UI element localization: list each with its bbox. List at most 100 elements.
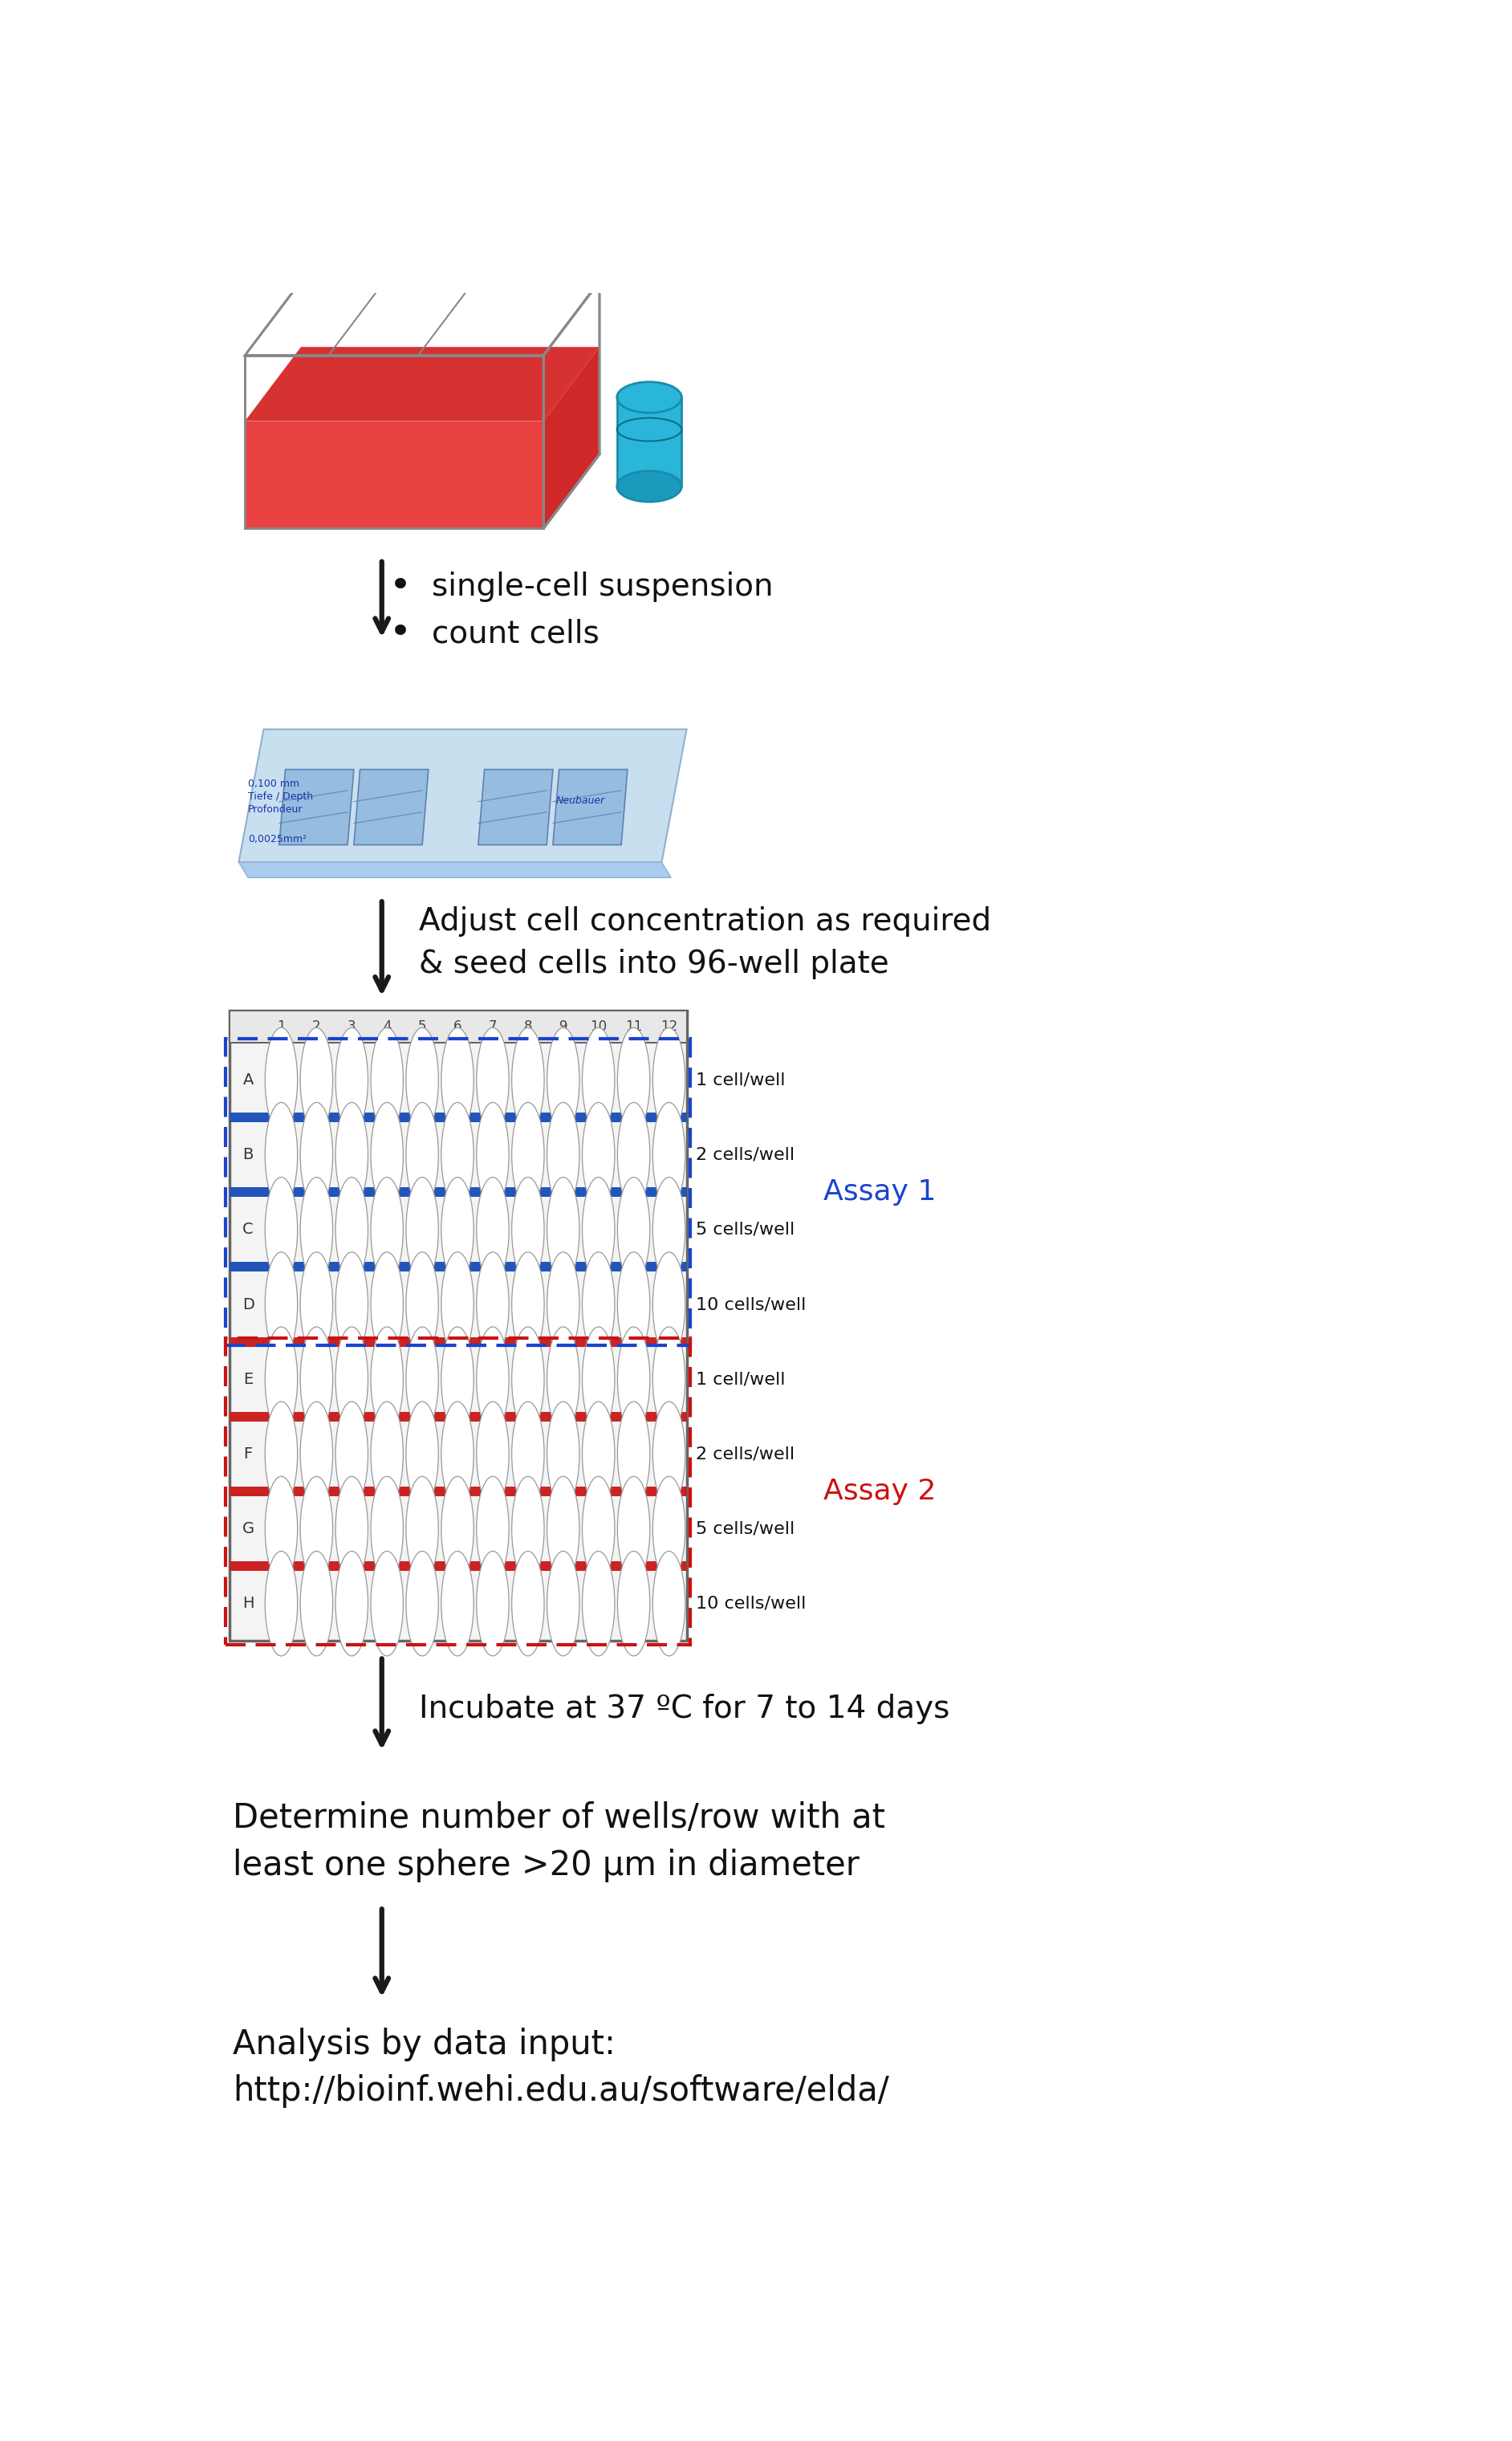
Ellipse shape <box>617 1028 650 1133</box>
Ellipse shape <box>265 1328 298 1430</box>
Ellipse shape <box>442 1401 473 1506</box>
Ellipse shape <box>336 1550 367 1655</box>
Ellipse shape <box>511 1028 544 1133</box>
Ellipse shape <box>476 1477 510 1582</box>
Ellipse shape <box>301 1550 333 1655</box>
Ellipse shape <box>617 471 682 503</box>
Text: Neubauer: Neubauer <box>556 796 605 806</box>
Ellipse shape <box>370 1550 404 1655</box>
Ellipse shape <box>511 1477 544 1582</box>
Text: 2: 2 <box>313 1020 321 1035</box>
Ellipse shape <box>336 1252 367 1357</box>
Text: 5: 5 <box>417 1020 426 1035</box>
Ellipse shape <box>370 1103 404 1208</box>
Polygon shape <box>617 398 682 486</box>
Ellipse shape <box>407 1252 438 1357</box>
Bar <box>230 1411 686 1421</box>
Text: Determine number of wells/row with at
least one sphere >20 μm in diameter: Determine number of wells/row with at le… <box>233 1801 885 1882</box>
Ellipse shape <box>442 1252 473 1357</box>
Ellipse shape <box>301 1103 333 1208</box>
Text: 10: 10 <box>590 1020 606 1035</box>
Ellipse shape <box>370 1477 404 1582</box>
Text: 12: 12 <box>661 1020 677 1035</box>
Ellipse shape <box>582 1328 615 1430</box>
Ellipse shape <box>511 1328 544 1430</box>
Text: 6: 6 <box>454 1020 461 1035</box>
Ellipse shape <box>336 1477 367 1582</box>
Polygon shape <box>280 769 354 845</box>
Ellipse shape <box>476 1028 510 1133</box>
Ellipse shape <box>370 1177 404 1282</box>
Text: C: C <box>242 1223 254 1238</box>
Ellipse shape <box>370 1328 404 1430</box>
Text: 3: 3 <box>348 1020 355 1035</box>
Ellipse shape <box>407 1103 438 1208</box>
Bar <box>230 1186 686 1196</box>
Ellipse shape <box>547 1550 579 1655</box>
Ellipse shape <box>301 1028 333 1133</box>
Polygon shape <box>239 862 671 879</box>
Bar <box>225 1338 691 1645</box>
Polygon shape <box>245 422 543 527</box>
Bar <box>230 1011 686 1640</box>
Bar <box>230 1338 686 1347</box>
Text: 10 cells/well: 10 cells/well <box>696 1596 806 1611</box>
Bar <box>230 1487 686 1496</box>
Text: E: E <box>243 1372 253 1386</box>
Ellipse shape <box>582 1550 615 1655</box>
Ellipse shape <box>547 1477 579 1582</box>
Ellipse shape <box>407 1177 438 1282</box>
Ellipse shape <box>617 1328 650 1430</box>
Text: 11: 11 <box>624 1020 643 1035</box>
Ellipse shape <box>370 1028 404 1133</box>
Text: B: B <box>243 1147 254 1162</box>
Ellipse shape <box>476 1252 510 1357</box>
Ellipse shape <box>442 1103 473 1208</box>
Ellipse shape <box>442 1550 473 1655</box>
Ellipse shape <box>547 1177 579 1282</box>
Text: 0,100 mm
Tiefe / Depth
Profondeur: 0,100 mm Tiefe / Depth Profondeur <box>248 779 313 815</box>
Ellipse shape <box>442 1477 473 1582</box>
Ellipse shape <box>407 1328 438 1430</box>
Text: Assay 2: Assay 2 <box>824 1477 936 1506</box>
Ellipse shape <box>547 1028 579 1133</box>
Bar <box>230 1113 686 1123</box>
Ellipse shape <box>407 1028 438 1133</box>
Ellipse shape <box>265 1252 298 1357</box>
Ellipse shape <box>336 1328 367 1430</box>
Ellipse shape <box>265 1401 298 1506</box>
Text: Analysis by data input:
http://bioinf.wehi.edu.au/software/elda/: Analysis by data input: http://bioinf.we… <box>233 2026 889 2109</box>
Ellipse shape <box>265 1103 298 1208</box>
Ellipse shape <box>617 1177 650 1282</box>
Ellipse shape <box>547 1328 579 1430</box>
Ellipse shape <box>653 1177 685 1282</box>
Ellipse shape <box>370 1401 404 1506</box>
Ellipse shape <box>476 1328 510 1430</box>
Bar <box>230 1011 686 1042</box>
Ellipse shape <box>547 1252 579 1357</box>
Ellipse shape <box>476 1401 510 1506</box>
Text: 7: 7 <box>488 1020 497 1035</box>
Ellipse shape <box>617 1103 650 1208</box>
Ellipse shape <box>265 1028 298 1133</box>
Text: 2 cells/well: 2 cells/well <box>696 1147 795 1162</box>
Text: single-cell suspension: single-cell suspension <box>431 571 773 603</box>
Ellipse shape <box>370 1252 404 1357</box>
Ellipse shape <box>336 1177 367 1282</box>
Text: 8: 8 <box>523 1020 532 1035</box>
Ellipse shape <box>617 1401 650 1506</box>
Ellipse shape <box>617 1252 650 1357</box>
Ellipse shape <box>301 1252 333 1357</box>
Ellipse shape <box>511 1177 544 1282</box>
Ellipse shape <box>476 1103 510 1208</box>
Ellipse shape <box>301 1401 333 1506</box>
Polygon shape <box>239 730 686 862</box>
Ellipse shape <box>265 1177 298 1282</box>
Ellipse shape <box>407 1477 438 1582</box>
Ellipse shape <box>336 1028 367 1133</box>
Ellipse shape <box>582 1177 615 1282</box>
Text: F: F <box>243 1448 253 1462</box>
Text: Adjust cell concentration as required
& seed cells into 96-well plate: Adjust cell concentration as required & … <box>419 906 992 979</box>
Text: count cells: count cells <box>431 618 599 649</box>
Text: 1 cell/well: 1 cell/well <box>696 1072 785 1089</box>
